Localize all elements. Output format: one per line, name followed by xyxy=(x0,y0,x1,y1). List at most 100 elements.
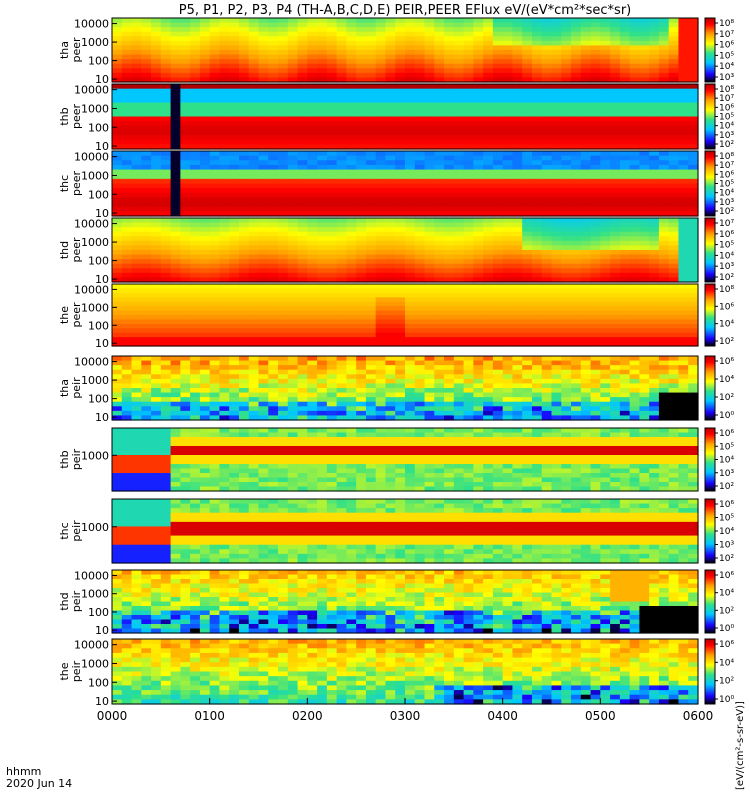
heatmap-cell xyxy=(473,369,484,375)
heatmap-cell xyxy=(278,130,289,136)
heatmap-cell xyxy=(463,383,474,389)
heatmap-cell xyxy=(248,301,260,307)
heatmap-cell xyxy=(209,155,221,161)
heatmap-cell xyxy=(268,192,279,199)
heatmap-cell xyxy=(356,388,367,394)
heatmap-cell xyxy=(453,107,465,113)
heatmap-cell xyxy=(385,135,396,141)
heatmap-cell xyxy=(209,250,221,256)
heatmap-cell xyxy=(219,315,230,321)
heatmap-cell xyxy=(326,135,338,141)
heatmap-cell xyxy=(317,63,328,69)
heatmap-cell xyxy=(238,254,250,260)
heatmap-cell xyxy=(414,277,426,283)
heatmap-cell xyxy=(326,328,338,334)
heatmap-cell xyxy=(326,59,338,65)
heatmap-cell xyxy=(278,59,289,65)
heatmap-cell xyxy=(209,45,221,51)
heatmap-cell xyxy=(541,202,553,208)
heatmap-cell xyxy=(199,218,211,224)
heatmap-cell xyxy=(629,77,640,83)
heatmap-cell xyxy=(238,155,250,161)
heatmap-cell xyxy=(580,77,592,83)
heatmap-cell xyxy=(385,306,396,312)
heatmap-cell xyxy=(619,130,631,136)
heatmap-cell xyxy=(268,263,279,269)
heatmap-cell xyxy=(219,259,230,265)
heatmap-cell xyxy=(199,254,211,260)
heatmap-cell xyxy=(219,388,230,394)
heatmap-cell xyxy=(678,31,689,37)
y-axis-label: thd xyxy=(58,241,71,259)
heatmap-cell xyxy=(141,360,152,366)
heatmap-cell xyxy=(287,388,299,394)
heatmap-cell xyxy=(512,174,523,180)
heatmap-cell xyxy=(356,77,367,83)
heatmap-cell xyxy=(610,116,621,122)
heatmap-cell xyxy=(522,356,533,362)
heatmap-cell xyxy=(229,401,240,407)
heatmap-cell xyxy=(190,102,201,108)
heatmap-cell xyxy=(658,301,670,307)
heatmap-cell xyxy=(199,50,211,56)
heatmap-cell xyxy=(463,59,474,65)
heatmap-cell xyxy=(307,68,318,74)
heatmap-cell xyxy=(297,174,308,180)
heatmap-cell xyxy=(522,240,533,247)
heatmap-cell xyxy=(268,45,279,51)
heatmap-cell xyxy=(287,77,299,83)
heatmap-cell xyxy=(483,18,494,24)
heatmap-cell xyxy=(199,164,211,171)
heatmap-cell xyxy=(678,227,689,233)
heatmap-cell xyxy=(317,169,328,175)
heatmap-cell xyxy=(561,40,572,47)
heatmap-cell xyxy=(375,277,387,283)
heatmap-cell xyxy=(278,50,289,56)
heatmap-cell xyxy=(258,310,269,316)
heatmap-cell xyxy=(580,22,592,28)
heatmap-cell xyxy=(317,245,328,251)
heatmap-cell xyxy=(375,102,387,108)
heatmap-cell xyxy=(502,360,514,366)
heatmap-cell xyxy=(131,93,142,99)
heatmap-cell xyxy=(365,250,377,256)
heatmap-cell xyxy=(444,410,455,417)
heatmap-cell xyxy=(297,332,308,338)
heatmap-cell xyxy=(209,365,221,371)
heatmap-cell xyxy=(170,383,181,389)
heatmap-cell xyxy=(151,77,162,83)
heatmap-cell xyxy=(209,292,221,298)
heatmap-cell xyxy=(610,231,621,237)
heatmap-cell xyxy=(463,54,474,60)
heatmap-cell xyxy=(258,77,269,83)
heatmap-cell xyxy=(346,218,357,224)
heatmap-cell xyxy=(326,250,338,256)
heatmap-cell xyxy=(434,388,445,394)
heatmap-cell xyxy=(668,155,680,161)
colorbar-tick-label: 10⁶ xyxy=(719,41,734,51)
heatmap-cell xyxy=(356,410,367,417)
heatmap-cell xyxy=(238,22,250,28)
heatmap-cell xyxy=(424,406,435,412)
heatmap-cell xyxy=(531,130,543,136)
heatmap-cell xyxy=(531,360,543,366)
heatmap-cell xyxy=(629,254,640,260)
heatmap-cell xyxy=(492,259,504,265)
heatmap-cell xyxy=(131,319,142,325)
heatmap-cell xyxy=(121,306,133,312)
heatmap-cell xyxy=(248,135,260,141)
heatmap-cell xyxy=(112,130,123,136)
heatmap-cell xyxy=(317,259,328,265)
heatmap-cell xyxy=(307,174,318,180)
heatmap-cell xyxy=(610,164,621,171)
heatmap-cell xyxy=(131,59,142,65)
heatmap-cell xyxy=(414,107,426,113)
heatmap-cell xyxy=(346,310,357,316)
heatmap-cell xyxy=(629,22,640,28)
heatmap-cell xyxy=(629,72,640,79)
heatmap-cell xyxy=(541,245,553,251)
heatmap-cell xyxy=(356,332,367,338)
heatmap-cell xyxy=(209,272,221,279)
heatmap-cell xyxy=(365,183,377,189)
heatmap-cell xyxy=(385,337,396,343)
